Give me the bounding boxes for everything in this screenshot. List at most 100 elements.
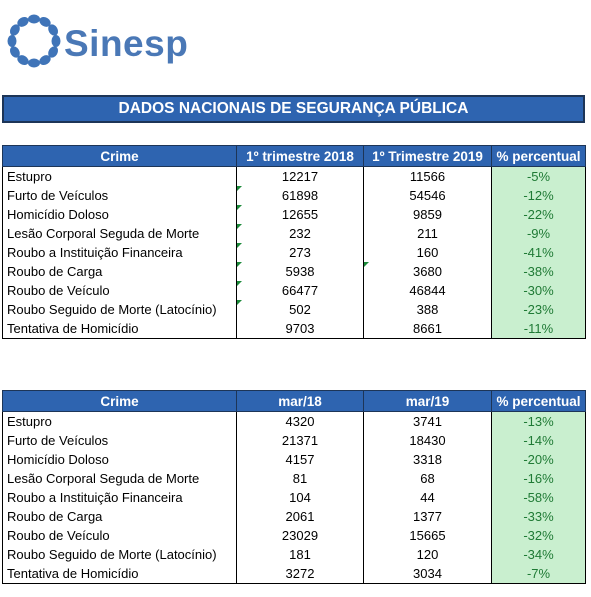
table-row: Roubo de Veículo 23029 15665 -32% bbox=[2, 526, 586, 545]
value-cell-b: 54546 bbox=[363, 186, 492, 205]
cell-indicator-icon bbox=[237, 243, 242, 248]
sinesp-logo: Sinesp bbox=[4, 8, 194, 74]
value-cell-b: 160 bbox=[363, 243, 492, 262]
value-cell-b: 1377 bbox=[363, 507, 492, 526]
column-header-percent: % percentual bbox=[491, 390, 586, 412]
value-cell-a: 23029 bbox=[236, 526, 364, 545]
value-cell-a: 61898 bbox=[236, 186, 364, 205]
percent-cell: -13% bbox=[491, 411, 586, 431]
table-row: Homicídio Doloso 4157 3318 -20% bbox=[2, 450, 586, 469]
value-cell-b: 68 bbox=[363, 469, 492, 488]
cell-indicator-icon bbox=[237, 205, 242, 210]
cell-indicator-icon bbox=[237, 262, 242, 267]
value-cell-a: 4320 bbox=[236, 411, 364, 431]
value-cell-a: 232 bbox=[236, 224, 364, 243]
percent-cell: -20% bbox=[491, 450, 586, 469]
crime-cell: Estupro bbox=[2, 411, 237, 431]
table-row: Estupro 4320 3741 -13% bbox=[2, 411, 586, 431]
column-header-crime: Crime bbox=[2, 145, 237, 167]
percent-cell: -5% bbox=[491, 166, 586, 186]
column-header-q1-2018: 1º trimestre 2018 bbox=[236, 145, 364, 167]
percent-cell: -14% bbox=[491, 431, 586, 450]
table-row: Tentativa de Homicídio 3272 3034 -7% bbox=[2, 564, 586, 584]
value-cell-a: 12217 bbox=[236, 166, 364, 186]
value-cell-b: 3680 bbox=[363, 262, 492, 281]
value-cell-a: 104 bbox=[236, 488, 364, 507]
value-cell-a: 12655 bbox=[236, 205, 364, 224]
value-cell-a: 5938 bbox=[236, 262, 364, 281]
percent-cell: -34% bbox=[491, 545, 586, 564]
value-cell-b: 120 bbox=[363, 545, 492, 564]
crime-cell: Roubo Seguido de Morte (Latocínio) bbox=[2, 300, 237, 319]
value-cell-b: 15665 bbox=[363, 526, 492, 545]
crime-cell: Roubo Seguido de Morte (Latocínio) bbox=[2, 545, 237, 564]
cell-indicator-icon bbox=[237, 300, 242, 305]
table-row: Roubo Seguido de Morte (Latocínio) 181 120… bbox=[2, 545, 586, 564]
value-cell-a: 2061 bbox=[236, 507, 364, 526]
value-cell-a: 21371 bbox=[236, 431, 364, 450]
percent-cell: -30% bbox=[491, 281, 586, 300]
crime-cell: Roubo de Veículo bbox=[2, 281, 237, 300]
crime-cell: Homicídio Doloso bbox=[2, 450, 237, 469]
crime-cell: Tentativa de Homicídio bbox=[2, 319, 237, 339]
value-cell-b: 9859 bbox=[363, 205, 492, 224]
value-cell-b: 3034 bbox=[363, 564, 492, 584]
percent-cell: -32% bbox=[491, 526, 586, 545]
monthly-crime-table: Crime mar/18 mar/19 % percentual Estupro… bbox=[2, 390, 586, 584]
value-cell-a: 4157 bbox=[236, 450, 364, 469]
crime-cell: Roubo a Instituição Financeira bbox=[2, 243, 237, 262]
table-row: Tentativa de Homicídio 9703 8661 -11% bbox=[2, 319, 586, 339]
value-cell-a: 3272 bbox=[236, 564, 364, 584]
table-row: Roubo a Instituição Financeira 273 160 -41% bbox=[2, 243, 586, 262]
value-cell-b: 44 bbox=[363, 488, 492, 507]
cell-indicator-icon bbox=[364, 262, 369, 267]
percent-cell: -33% bbox=[491, 507, 586, 526]
cell-indicator-icon bbox=[237, 224, 242, 229]
crime-cell: Lesão Corporal Seguda de Morte bbox=[2, 224, 237, 243]
value-cell-b: 211 bbox=[363, 224, 492, 243]
crime-cell: Roubo de Carga bbox=[2, 262, 237, 281]
percent-cell: -16% bbox=[491, 469, 586, 488]
value-cell-a: 66477 bbox=[236, 281, 364, 300]
value-cell-b: 11566 bbox=[363, 166, 492, 186]
percent-cell: -7% bbox=[491, 564, 586, 584]
value-cell-b: 18430 bbox=[363, 431, 492, 450]
column-header-q1-2019: 1º Trimestre 2019 bbox=[363, 145, 492, 167]
value-cell-b: 8661 bbox=[363, 319, 492, 339]
crime-cell: Furto de Veículos bbox=[2, 431, 237, 450]
value-cell-a: 273 bbox=[236, 243, 364, 262]
crime-cell: Homicídio Doloso bbox=[2, 205, 237, 224]
value-cell-b: 3318 bbox=[363, 450, 492, 469]
percent-cell: -41% bbox=[491, 243, 586, 262]
percent-cell: -23% bbox=[491, 300, 586, 319]
cell-indicator-icon bbox=[237, 186, 242, 191]
percent-cell: -58% bbox=[491, 488, 586, 507]
table-row: Roubo de Carga 5938 3680 -38% bbox=[2, 262, 586, 281]
crime-cell: Lesão Corporal Seguda de Morte bbox=[2, 469, 237, 488]
quarterly-crime-table: Crime 1º trimestre 2018 1º Trimestre 201… bbox=[2, 145, 586, 339]
crime-cell: Tentativa de Homicídio bbox=[2, 564, 237, 584]
column-header-mar-19: mar/19 bbox=[363, 390, 492, 412]
table-row: Furto de Veículos 61898 54546 -12% bbox=[2, 186, 586, 205]
cell-indicator-icon bbox=[237, 281, 242, 286]
table-row: Roubo Seguido de Morte (Latocínio) 502 388… bbox=[2, 300, 586, 319]
column-header-percent: % percentual bbox=[491, 145, 586, 167]
crime-cell: Roubo a Instituição Financeira bbox=[2, 488, 237, 507]
value-cell-a: 81 bbox=[236, 469, 364, 488]
percent-cell: -38% bbox=[491, 262, 586, 281]
value-cell-a: 502 bbox=[236, 300, 364, 319]
brand-name: Sinesp bbox=[64, 23, 189, 64]
column-header-mar-18: mar/18 bbox=[236, 390, 364, 412]
value-cell-b: 3741 bbox=[363, 411, 492, 431]
table-row: Estupro 12217 11566 -5% bbox=[2, 166, 586, 186]
percent-cell: -12% bbox=[491, 186, 586, 205]
table-row: Lesão Corporal Seguda de Morte 232 211 -9% bbox=[2, 224, 586, 243]
crime-cell: Estupro bbox=[2, 166, 237, 186]
table-row: Roubo de Veículo 66477 46844 -30% bbox=[2, 281, 586, 300]
table-row: Homicídio Doloso 12655 9859 -22% bbox=[2, 205, 586, 224]
percent-cell: -9% bbox=[491, 224, 586, 243]
value-cell-b: 388 bbox=[363, 300, 492, 319]
percent-cell: -11% bbox=[491, 319, 586, 339]
page-title: DADOS NACIONAIS DE SEGURANÇA PÚBLICA bbox=[2, 95, 585, 123]
crime-cell: Roubo de Carga bbox=[2, 507, 237, 526]
